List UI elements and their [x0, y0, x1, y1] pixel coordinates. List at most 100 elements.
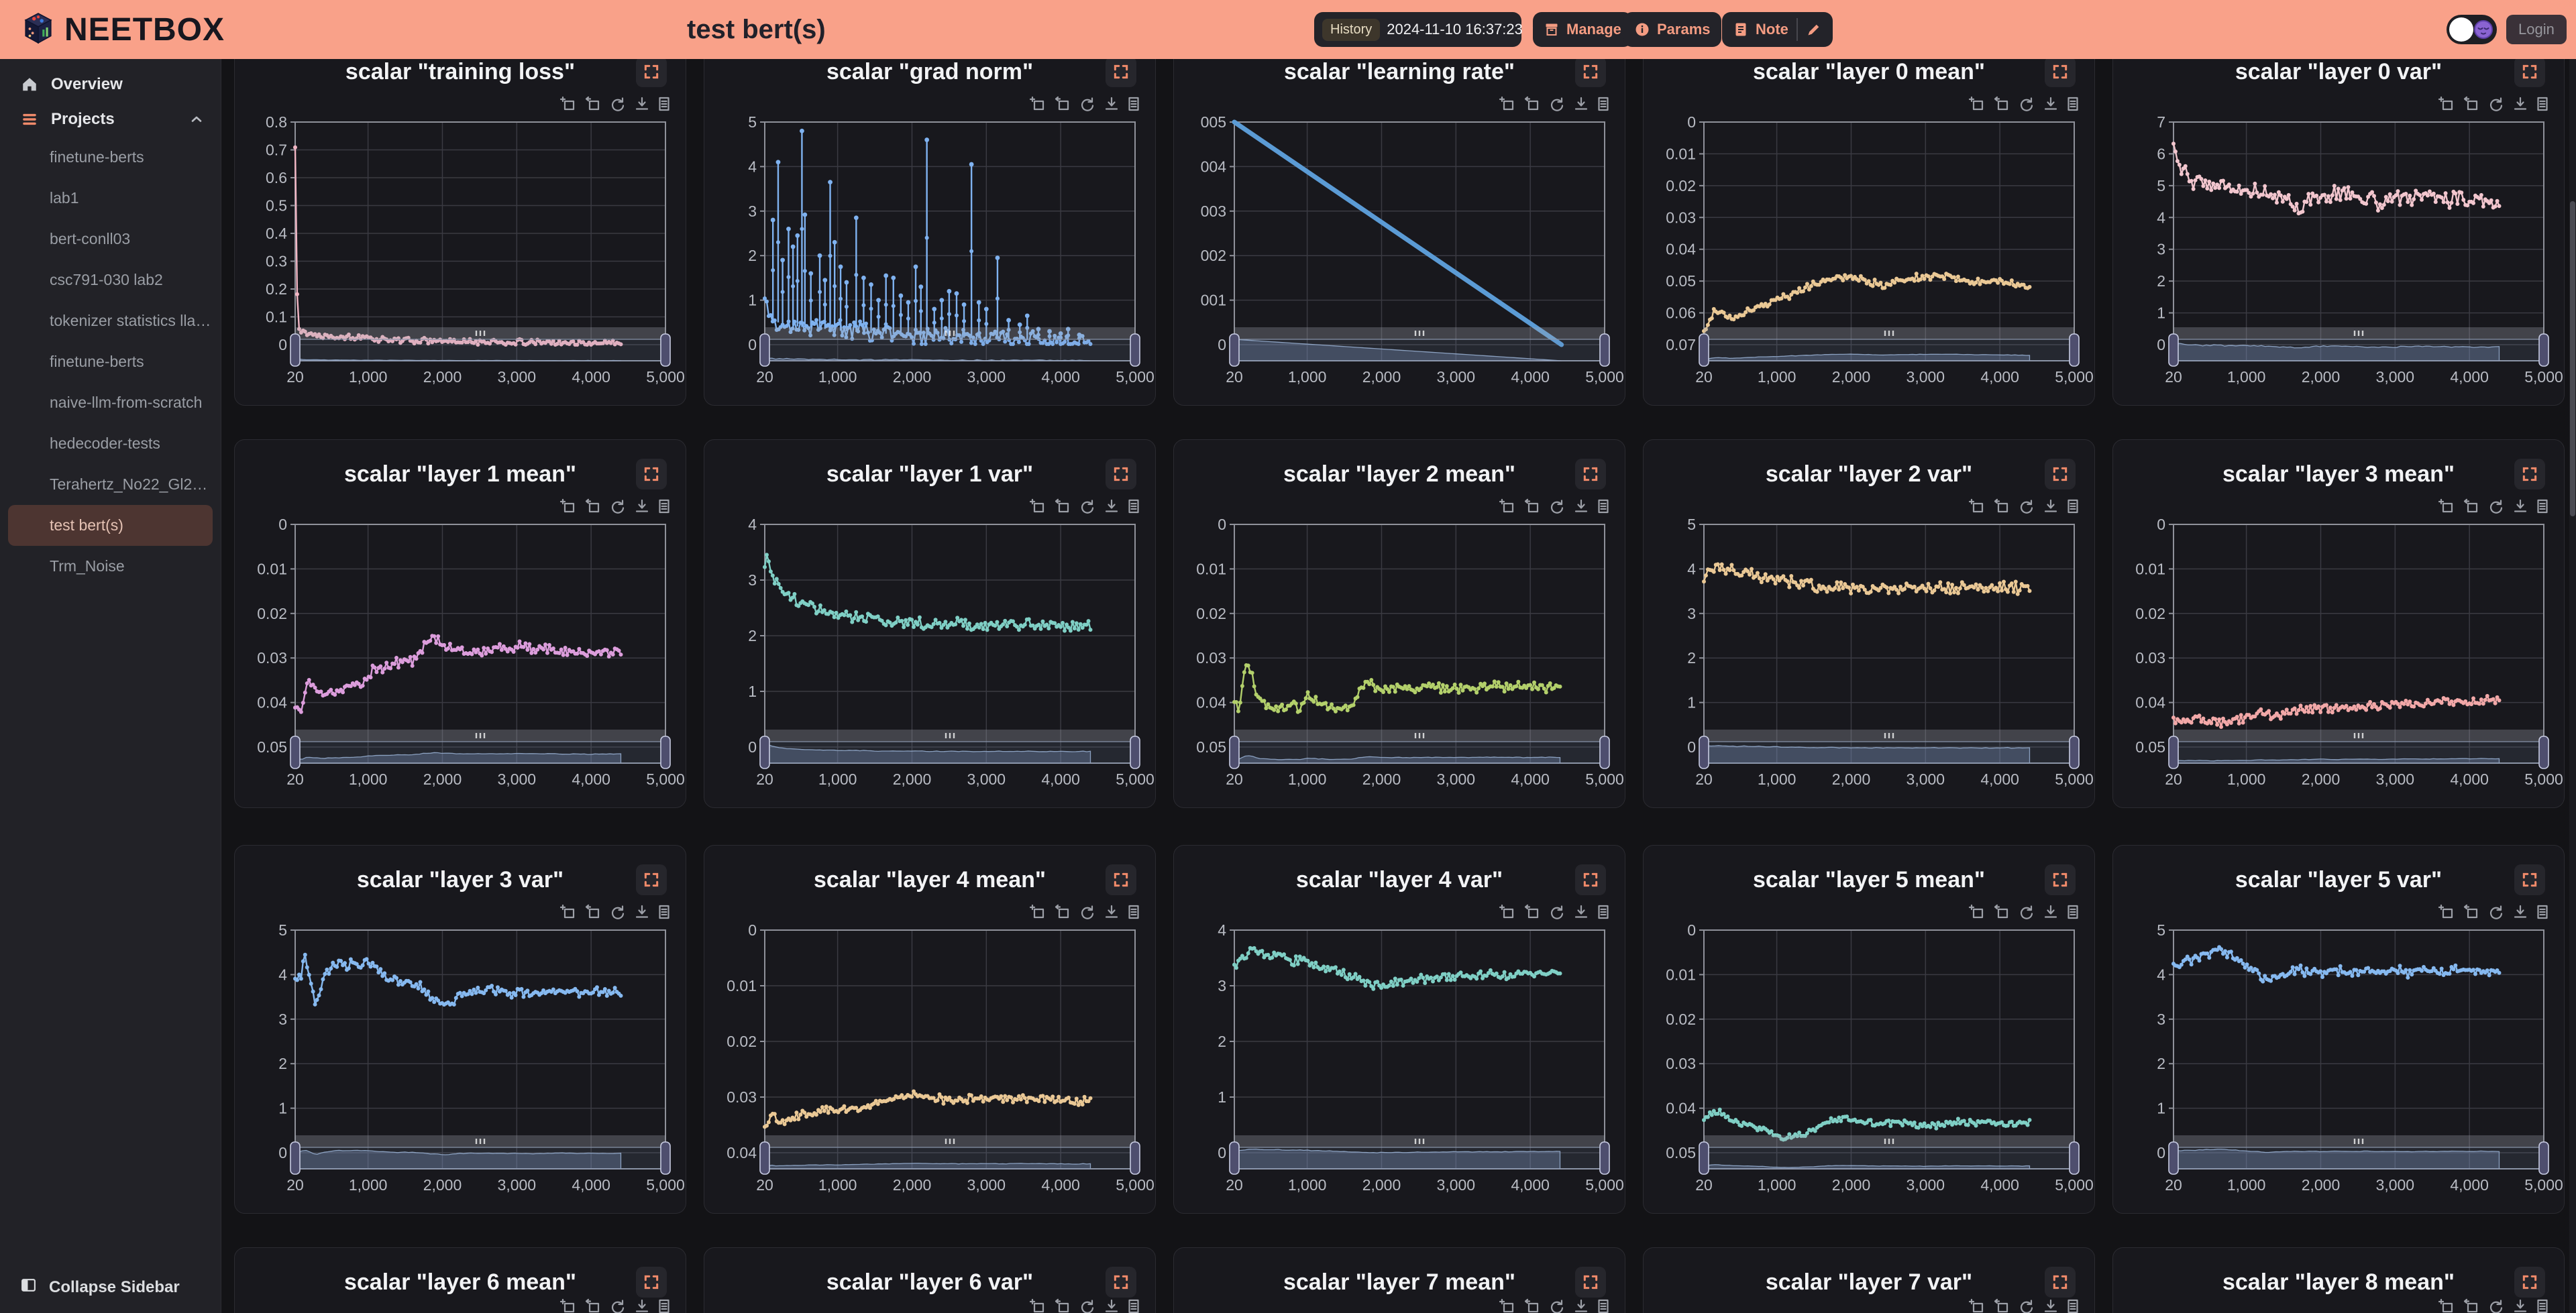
scrollbar-thumb[interactable]: [2570, 201, 2575, 516]
zoom-box-icon[interactable]: [559, 96, 575, 111]
refresh-icon[interactable]: [1550, 905, 1564, 919]
params-button[interactable]: Params: [1623, 12, 1721, 47]
box-select-icon[interactable]: [585, 96, 600, 111]
datazoom-window[interactable]: [1703, 1147, 2075, 1169]
pencil-icon[interactable]: [1806, 21, 1822, 38]
data-view-icon[interactable]: [2068, 1299, 2078, 1313]
data-view-icon[interactable]: [2068, 499, 2078, 514]
data-view-icon[interactable]: [1128, 499, 1139, 514]
zoom-box-icon[interactable]: [1968, 1298, 1984, 1313]
box-select-icon[interactable]: [1994, 498, 2008, 513]
zoom-box-icon[interactable]: [1499, 904, 1514, 919]
sidebar-item-project[interactable]: naive-llm-from-scratch: [0, 382, 221, 423]
datazoom-handle-left[interactable]: [1229, 333, 1240, 367]
sidebar-item-overview[interactable]: Overview: [0, 67, 221, 102]
expand-chart-button[interactable]: [2514, 864, 2545, 895]
sidebar-item-project[interactable]: finetune-berts: [0, 137, 221, 178]
datazoom-handle-right[interactable]: [1599, 736, 1610, 769]
box-select-icon[interactable]: [585, 498, 600, 513]
box-select-icon[interactable]: [1055, 96, 1069, 111]
refresh-icon[interactable]: [1081, 905, 1094, 919]
download-icon[interactable]: [2044, 499, 2057, 512]
zoom-box-icon[interactable]: [1968, 904, 1984, 919]
datazoom-handle-left[interactable]: [290, 333, 301, 367]
chart-canvas[interactable]: 5 4 3 2 1 0 20 1,000 2,000 3,000 4,000 5,000: [1644, 440, 2096, 809]
zoom-box-icon[interactable]: [1968, 498, 1984, 513]
datazoom-window[interactable]: [764, 1147, 1136, 1169]
datazoom-window[interactable]: [1703, 339, 2075, 361]
chart-canvas[interactable]: 00.010.020.030.04201,0002,0003,0004,0005…: [2113, 1248, 2565, 1313]
zoom-box-icon[interactable]: [1499, 96, 1514, 111]
chart-canvas[interactable]: 00.010.020.030.04201,0002,0003,0004,0005…: [1174, 1248, 1626, 1313]
box-select-icon[interactable]: [1994, 904, 2008, 919]
data-view-icon[interactable]: [1598, 1299, 1609, 1313]
data-view-icon[interactable]: [1128, 1299, 1139, 1313]
download-icon[interactable]: [1105, 97, 1118, 110]
download-icon[interactable]: [1574, 1299, 1588, 1312]
datazoom-handle-right[interactable]: [660, 333, 671, 367]
chart-canvas[interactable]: 5 4 3 2 1 0 20 1,000 2,000 3,000 4,000 5,000: [235, 846, 687, 1214]
zoom-box-icon[interactable]: [1968, 96, 1984, 111]
box-select-icon[interactable]: [2463, 1298, 2478, 1313]
expand-chart-button[interactable]: [2514, 1267, 2545, 1298]
download-icon[interactable]: [1105, 1299, 1118, 1312]
datazoom-handle-right[interactable]: [660, 1141, 671, 1175]
chart-canvas[interactable]: 005 004 003 002 001 020 1,000 2,000 3,000 4,000 5,…: [1174, 59, 1626, 406]
expand-chart-button[interactable]: [636, 59, 667, 87]
data-view-icon[interactable]: [2537, 905, 2548, 919]
download-icon[interactable]: [635, 499, 649, 512]
box-select-icon[interactable]: [2463, 498, 2478, 513]
refresh-icon[interactable]: [1081, 500, 1094, 514]
theme-toggle[interactable]: [2447, 15, 2497, 44]
box-select-icon[interactable]: [1524, 96, 1539, 111]
refresh-icon[interactable]: [611, 97, 625, 111]
expand-chart-button[interactable]: [1106, 59, 1136, 87]
datazoom-handle-right[interactable]: [1599, 1141, 1610, 1175]
datazoom-handle-left[interactable]: [1699, 736, 1709, 769]
box-select-icon[interactable]: [1055, 1298, 1069, 1313]
login-button[interactable]: Login: [2506, 15, 2567, 44]
datazoom-handle-left[interactable]: [1699, 333, 1709, 367]
brand[interactable]: NEETBOX: [23, 0, 225, 59]
data-view-icon[interactable]: [1128, 97, 1139, 111]
datazoom-handle-left[interactable]: [2168, 1141, 2179, 1175]
refresh-icon[interactable]: [1550, 500, 1564, 514]
datazoom-handle-right[interactable]: [2069, 333, 2080, 367]
datazoom-window[interactable]: [1234, 339, 1605, 361]
expand-chart-button[interactable]: [1575, 59, 1606, 87]
datazoom-handle-left[interactable]: [759, 736, 770, 769]
refresh-icon[interactable]: [1550, 1300, 1564, 1313]
refresh-icon[interactable]: [2489, 905, 2503, 919]
zoom-box-icon[interactable]: [2438, 498, 2453, 513]
datazoom-window[interactable]: [294, 741, 666, 764]
datazoom-handle-right[interactable]: [2538, 736, 2549, 769]
sidebar-item-project[interactable]: tokenizer statistics llama...: [0, 300, 221, 341]
download-icon[interactable]: [2514, 97, 2527, 110]
download-icon[interactable]: [635, 905, 649, 918]
chart-canvas[interactable]: 0.8 0.7 0.6 0.5 0.4 0.3 0.2 0.1 0 20 1,000 2,000 3,0…: [235, 59, 687, 406]
download-icon[interactable]: [1574, 499, 1588, 512]
refresh-icon[interactable]: [611, 905, 625, 919]
box-select-icon[interactable]: [1994, 96, 2008, 111]
datazoom-window[interactable]: [764, 339, 1136, 361]
datazoom-handle-right[interactable]: [1599, 333, 1610, 367]
data-view-icon[interactable]: [1598, 97, 1609, 111]
zoom-box-icon[interactable]: [1029, 96, 1044, 111]
chart-canvas[interactable]: 0 0.01 0.02 0.03 0.04 0.05 0.06 0.07 20 1,000 2,00…: [1644, 59, 2096, 406]
download-icon[interactable]: [1105, 905, 1118, 918]
chart-canvas[interactable]: 4 3 2 1 0 20 1,000 2,000 3,000 4,000 5,000: [704, 440, 1157, 809]
datazoom-handle-left[interactable]: [759, 1141, 770, 1175]
zoom-box-icon[interactable]: [559, 1298, 575, 1313]
box-select-icon[interactable]: [1524, 1298, 1539, 1313]
history-select[interactable]: History 2024-11-10 16:37:23: [1314, 12, 1543, 47]
zoom-box-icon[interactable]: [1499, 1298, 1514, 1313]
data-view-icon[interactable]: [2068, 97, 2078, 111]
sidebar-item-project[interactable]: csc791-030 lab2: [0, 260, 221, 300]
data-view-icon[interactable]: [2537, 97, 2548, 111]
datazoom-handle-left[interactable]: [290, 1141, 301, 1175]
